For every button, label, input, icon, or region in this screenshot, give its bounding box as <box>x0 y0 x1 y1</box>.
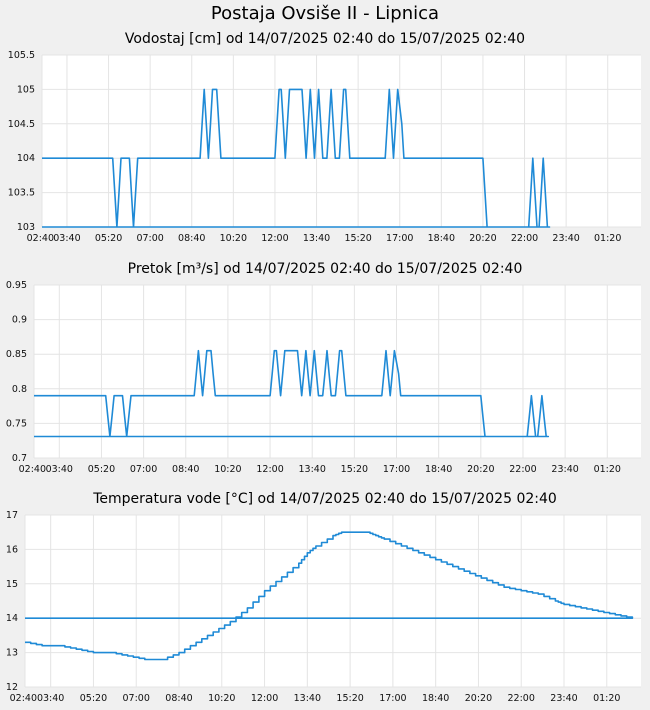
y-tick-label: 12 <box>6 682 18 693</box>
x-tick-label: 03:40 <box>53 233 80 244</box>
x-tick-label: 15:20 <box>341 464 368 475</box>
x-tick-label: 20:20 <box>467 464 494 475</box>
y-tick-label: 13 <box>6 648 18 659</box>
x-tick-label: 10:20 <box>214 464 241 475</box>
x-tick-label: 13:40 <box>303 233 330 244</box>
x-tick-label: 23:40 <box>550 693 577 704</box>
x-tick-label: 23:40 <box>551 464 578 475</box>
x-tick-label: 10:20 <box>220 233 247 244</box>
x-tick-label: 01:20 <box>593 693 620 704</box>
chart-water-level: 103 103.5 104 104.5 105 105.5 03:40 05:20 07:00 0… <box>8 50 641 244</box>
y-tick-label: 0.7 <box>12 453 27 464</box>
x-tick-label: 22:00 <box>511 233 538 244</box>
y-tick-label: 14 <box>6 613 18 624</box>
x-tick-label: 17:00 <box>383 464 410 475</box>
x-tick-label: 13:40 <box>299 464 326 475</box>
x-tick-label: 08:40 <box>178 233 205 244</box>
y-tick-label: 105.5 <box>8 50 35 61</box>
plot-area <box>25 515 641 687</box>
series-line-water-temperature <box>25 531 634 661</box>
y-tick-label: 103 <box>17 222 35 233</box>
x-tick-label: 12:00 <box>256 464 283 475</box>
y-tick-label: 17 <box>6 510 18 521</box>
y-tick-label: 0.8 <box>12 384 27 395</box>
x-tick-label: 12:00 <box>261 233 288 244</box>
series-line-discharge <box>34 349 550 438</box>
series-line-water-level <box>42 88 551 228</box>
x-tick-label: 07:00 <box>136 233 163 244</box>
x-tick-label: 08:40 <box>172 464 199 475</box>
x-tick-label: 01:20 <box>594 233 621 244</box>
y-tick-label: 0.95 <box>6 280 27 291</box>
x-tick-label: 03:40 <box>37 693 64 704</box>
x-tick-label: 13:40 <box>294 693 321 704</box>
y-tick-label: 103.5 <box>8 188 35 199</box>
x-tick-label: 03:40 <box>46 464 73 475</box>
x-tick-label: 15:20 <box>344 233 371 244</box>
x-tick-label: 17:00 <box>386 233 413 244</box>
x-tick-label: 15:20 <box>336 693 363 704</box>
x-tick-label: 08:40 <box>165 693 192 704</box>
x-tick-label: 20:20 <box>465 693 492 704</box>
y-tick-label: 0.85 <box>6 349 27 360</box>
page-title: Postaja Ovsiše II - Lipnica <box>210 3 440 24</box>
x-tick-label: 05:20 <box>88 464 115 475</box>
x-tick-label: 18:40 <box>422 693 449 704</box>
y-tick-label: 16 <box>6 544 18 555</box>
chart-title-water-temperature: Temperatura vode [°C] od 14/07/2025 02:4… <box>93 491 557 507</box>
x-tick-label: 02:40 <box>27 233 54 244</box>
chart-water-temperature: 12 13 14 15 16 17 03:40 05:20 07:00 08:40 10:20 12:… <box>6 510 641 704</box>
chart-title-discharge: Pretok [m³/s] od 14/07/2025 02:40 do 15/… <box>127 261 523 277</box>
chart-discharge: 0.7 0.75 0.8 0.85 0.9 0.95 03:40 05:20 07:00 08:4… <box>6 280 641 475</box>
x-tick-label: 22:00 <box>509 464 536 475</box>
y-tick-label: 15 <box>6 579 18 590</box>
chart-title-water-level: Vodostaj [cm] od 14/07/2025 02:40 do 15/… <box>124 31 526 47</box>
y-tick-label: 0.75 <box>6 418 27 429</box>
x-tick-label: 02:40 <box>10 693 37 704</box>
x-tick-label: 18:40 <box>428 233 455 244</box>
y-tick-label: 104.5 <box>8 119 35 130</box>
x-tick-label: 07:00 <box>130 464 157 475</box>
y-tick-label: 104 <box>17 153 35 164</box>
x-tick-label: 20:20 <box>469 233 496 244</box>
x-tick-label: 23:40 <box>552 233 579 244</box>
x-tick-label: 02:40 <box>19 464 46 475</box>
x-tick-label: 12:00 <box>251 693 278 704</box>
x-tick-label: 01:20 <box>594 464 621 475</box>
x-tick-label: 22:00 <box>508 693 535 704</box>
x-tick-label: 07:00 <box>123 693 150 704</box>
x-tick-label: 10:20 <box>208 693 235 704</box>
x-tick-label: 05:20 <box>80 693 107 704</box>
x-tick-label: 17:00 <box>379 693 406 704</box>
x-tick-label: 05:20 <box>95 233 122 244</box>
y-tick-label: 0.9 <box>12 315 27 326</box>
y-tick-label: 105 <box>17 84 35 95</box>
x-tick-label: 18:40 <box>425 464 452 475</box>
